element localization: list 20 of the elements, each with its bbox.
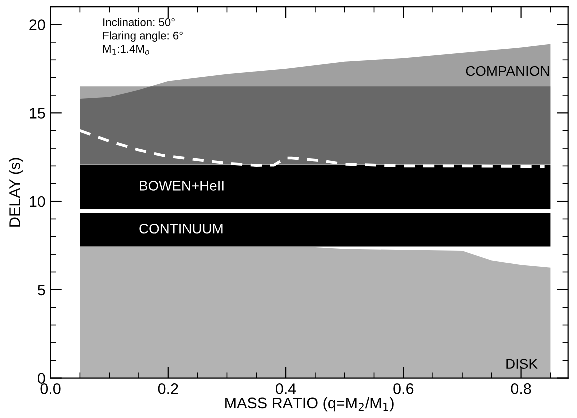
y-tick-label: 0 [38,373,46,384]
x-axis-title: MASS RATIO (q=M$_{2}$/M$_{1}$) [226,397,394,412]
annotation: COMPANION [466,66,550,76]
annotation: Flaring angle: 6° [103,32,183,42]
y-tick-label: 5 [38,284,46,296]
band-label: CONTINUUM [140,224,223,234]
y-tick-label: 15 [30,108,46,119]
x-tick-label: 0.8 [511,384,532,394]
y-axis-title: DELAY (s) [9,158,24,227]
annotation: M$_{1}$:1.4M$_{o}$ [103,45,150,55]
x-tick-label: 0.6 [394,384,414,394]
x-tick-label: 0.2 [158,384,178,394]
x-tick-label: 0.0 [40,384,61,394]
y-tick-label: 10 [30,196,46,208]
x-tick-label: 0.4 [276,384,296,394]
y-tick-label: 20 [30,20,46,30]
annotation: Inclination: 50° [104,18,175,26]
annotation: DISK [506,359,538,370]
band-label: BOWEN+HeII [140,181,224,191]
line-series [78,129,546,168]
